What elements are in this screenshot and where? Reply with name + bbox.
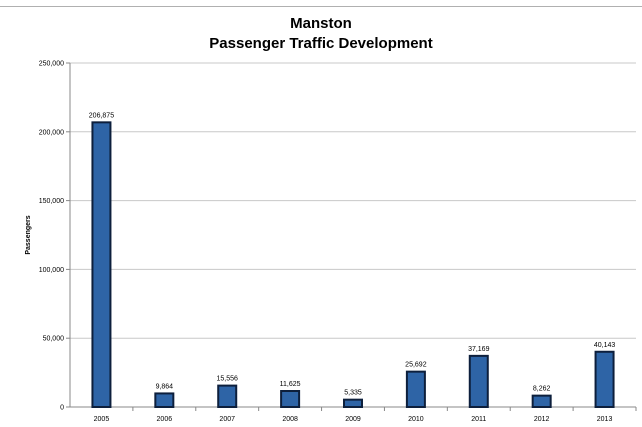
bar	[91, 121, 112, 408]
data-label: 5,335	[344, 390, 362, 397]
bar-layer	[91, 121, 615, 409]
bar	[468, 354, 489, 409]
bar	[217, 384, 238, 408]
axis-layer: 0 50,000 100,000 150,000 200,000 250,000	[39, 61, 637, 412]
label-layer: 206,875 2005 9,864 2006 15,556 2007 11,625 2008…	[89, 112, 616, 423]
y-tick-label: 200,000	[39, 129, 64, 136]
y-tick-label: 0	[60, 405, 64, 412]
y-tick-label: 50,000	[43, 336, 65, 343]
x-tick-label: 2013	[597, 416, 613, 423]
x-tick-label: 2009	[345, 416, 361, 423]
top-border	[0, 6, 642, 7]
y-tick-label: 250,000	[39, 61, 64, 68]
data-label: 37,169	[468, 346, 490, 353]
x-tick-label: 2012	[534, 416, 550, 423]
x-tick-label: 2006	[157, 416, 173, 423]
x-tick-label: 2007	[219, 416, 235, 423]
data-label: 15,556	[217, 376, 239, 383]
bar	[531, 394, 552, 409]
x-tick-label: 2011	[471, 416, 486, 423]
data-label: 8,262	[533, 386, 551, 393]
bar	[594, 350, 615, 409]
data-label: 25,692	[405, 362, 427, 369]
y-tick-label: 150,000	[39, 198, 64, 205]
y-axis-label: Passengers	[25, 215, 32, 254]
x-tick-label: 2008	[282, 416, 298, 423]
data-label: 40,143	[594, 342, 616, 349]
chart-subtitle: Passenger Traffic Development	[209, 35, 433, 52]
bar	[280, 390, 301, 408]
x-tick-label: 2005	[94, 416, 110, 423]
x-tick-label: 2010	[408, 416, 424, 423]
grid-layer	[70, 62, 636, 408]
data-label: 11,625	[280, 381, 301, 388]
data-label: 9,864	[156, 383, 174, 390]
data-label: 206,875	[89, 112, 114, 119]
bar	[405, 370, 426, 408]
y-tick-label: 100,000	[39, 267, 64, 274]
chart-title: Manston	[290, 15, 352, 32]
bar	[154, 392, 175, 408]
bar	[343, 398, 363, 408]
